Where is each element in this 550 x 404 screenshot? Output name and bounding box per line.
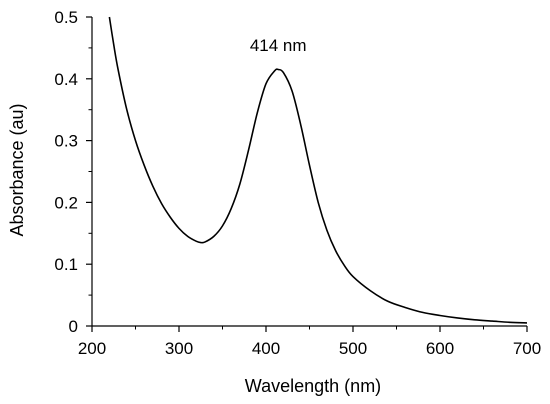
ticks: 200 300 400 500 600 700 0 0.1 0.2 0.3 0.4 0.5 <box>54 8 541 358</box>
y-tick-label: 0.5 <box>54 8 78 27</box>
y-tick-label: 0 <box>69 317 78 336</box>
axes <box>91 17 527 327</box>
x-tick-label: 300 <box>165 339 193 358</box>
x-tick-label: 400 <box>252 339 280 358</box>
peak-annotation: 414 nm <box>250 36 307 55</box>
x-tick-label: 500 <box>339 339 367 358</box>
y-tick-label: 0.4 <box>54 70 78 89</box>
series <box>108 16 528 324</box>
y-tick-label: 0.3 <box>54 132 78 151</box>
x-tick-label: 200 <box>78 339 106 358</box>
x-tick-label: 600 <box>426 339 454 358</box>
y-tick-label: 0.1 <box>54 255 78 274</box>
y-axis-title: Absorbance (au) <box>7 103 27 236</box>
absorbance-curve <box>108 16 528 324</box>
x-axis-title: Wavelength (nm) <box>245 376 381 396</box>
x-tick-label: 700 <box>513 339 541 358</box>
y-tick-label: 0.2 <box>54 193 78 212</box>
